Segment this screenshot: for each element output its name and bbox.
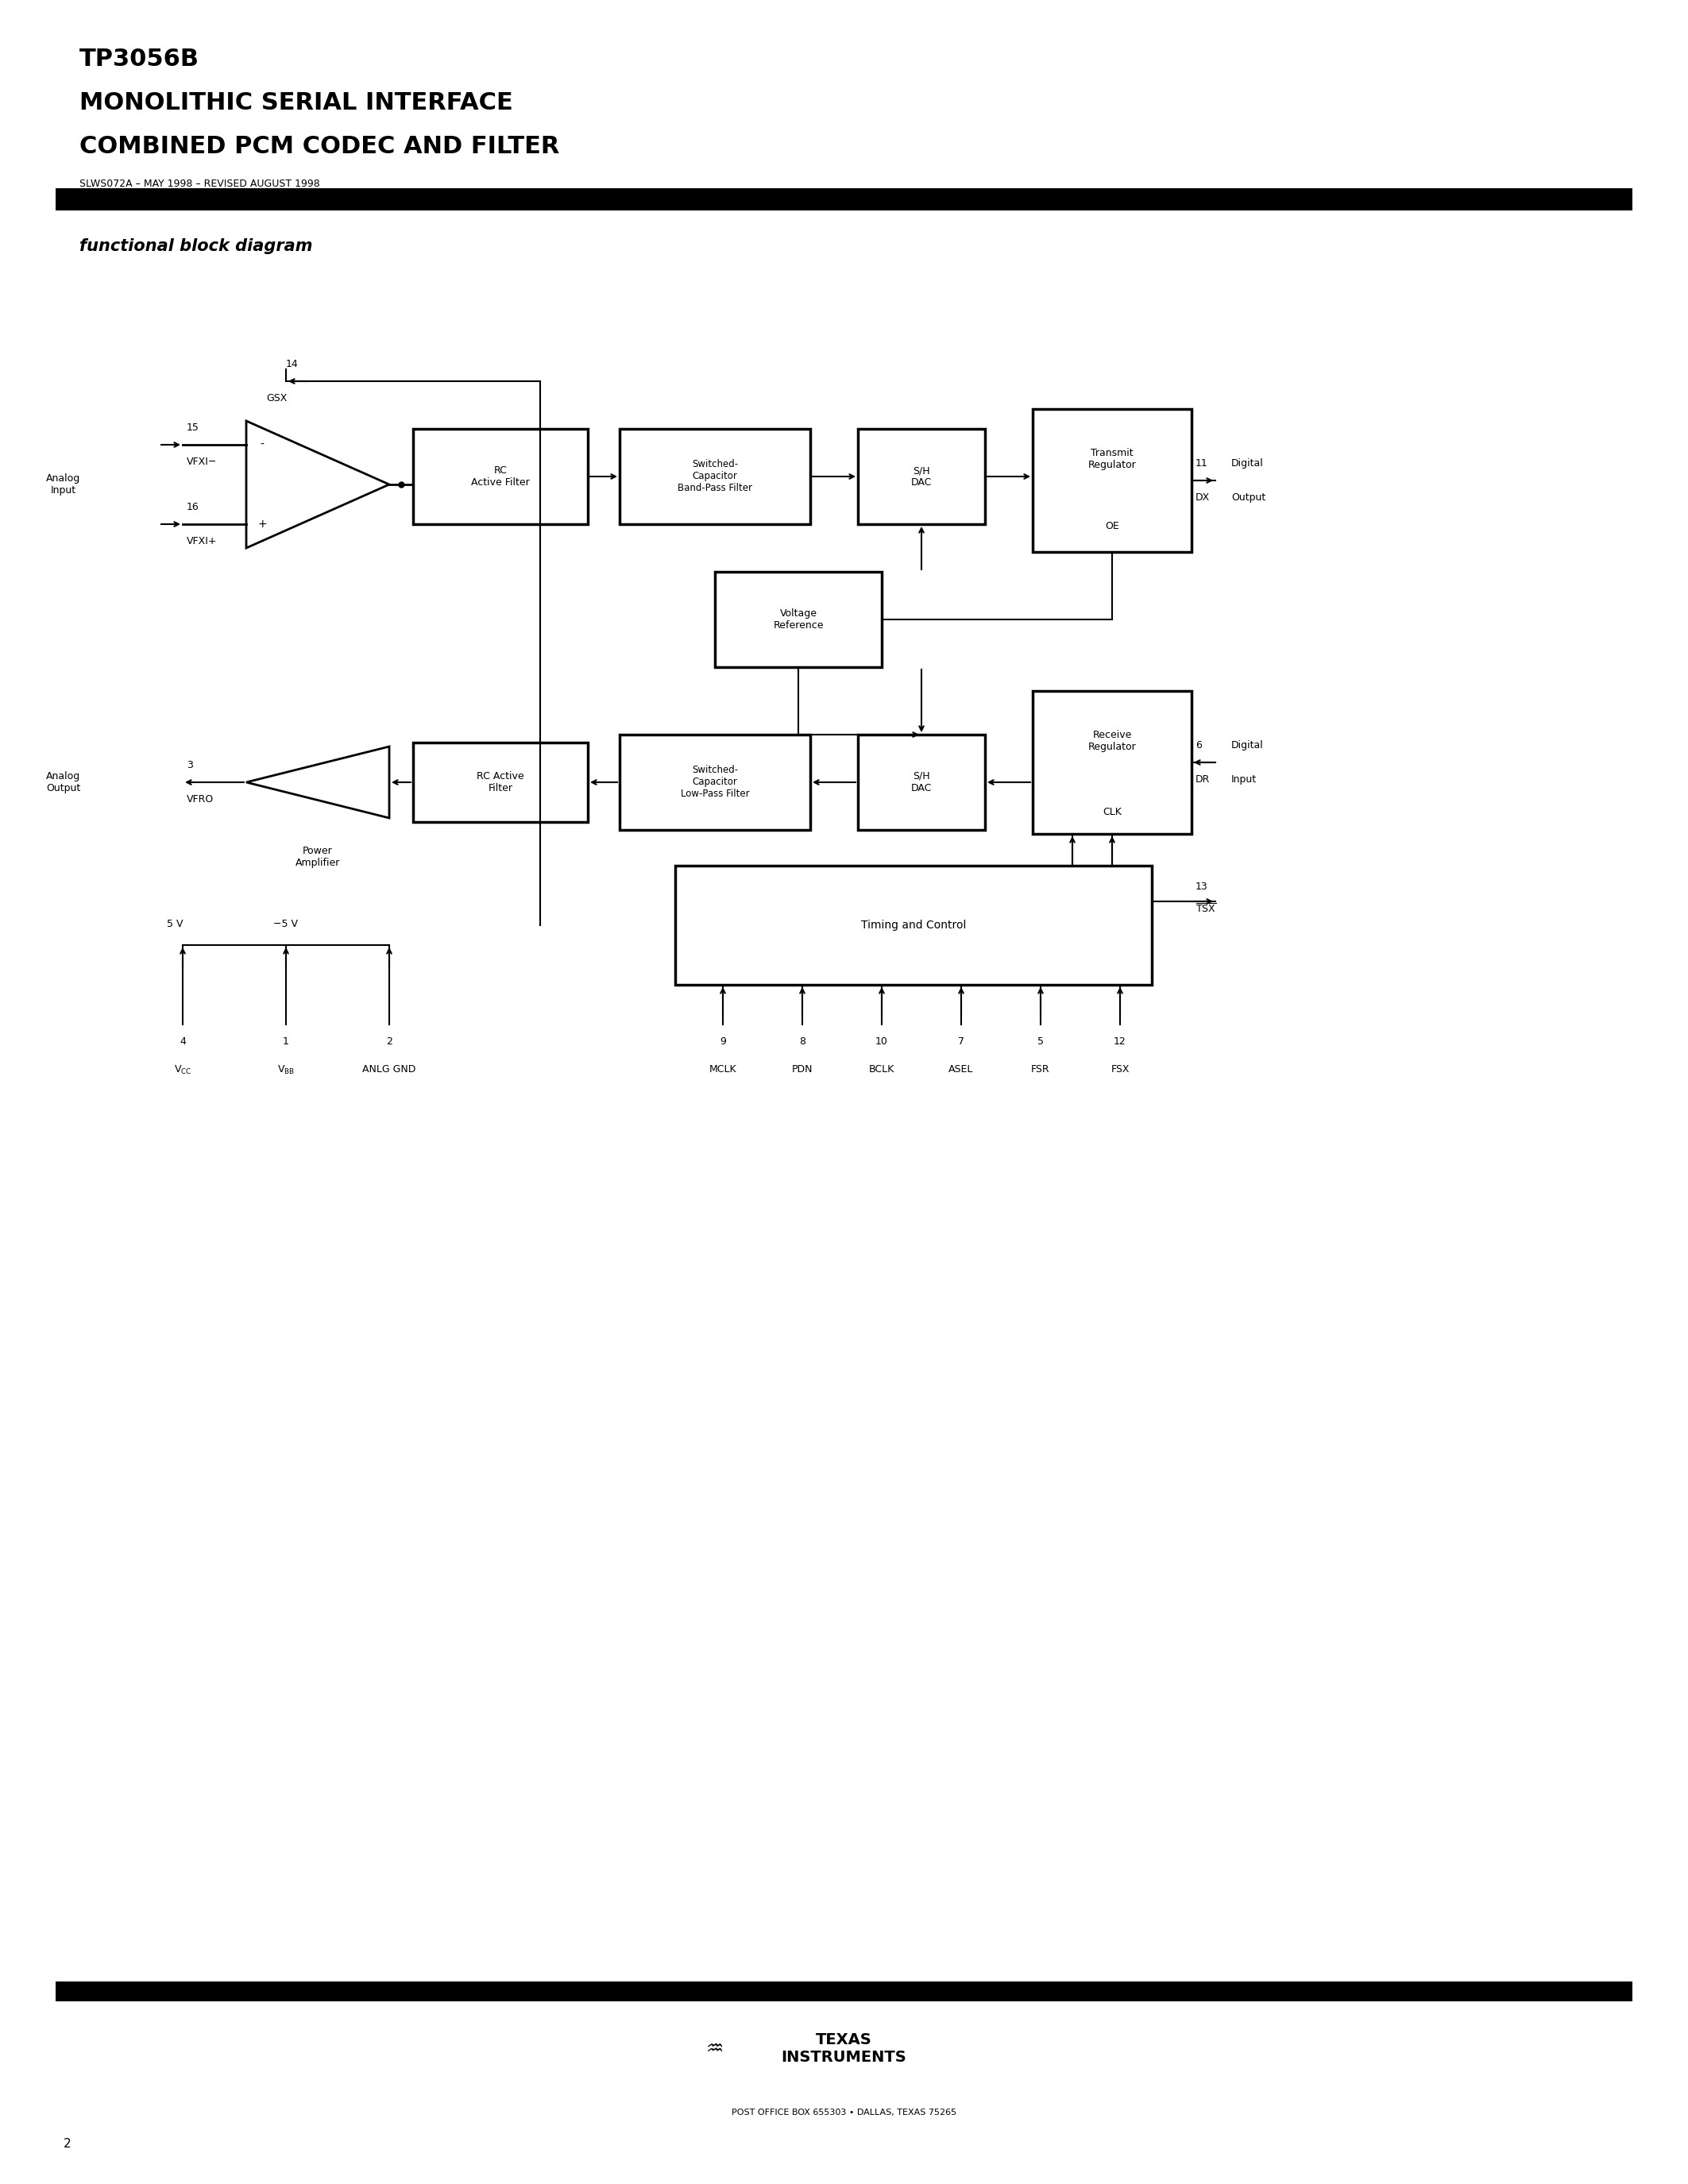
- Text: $\overline{\rm TSX}$: $\overline{\rm TSX}$: [1195, 902, 1217, 915]
- Bar: [1033, 408, 1192, 553]
- Bar: [858, 428, 986, 524]
- Text: S/H
DAC: S/H DAC: [912, 771, 932, 793]
- Text: BCLK: BCLK: [869, 1064, 895, 1075]
- Text: 11: 11: [1195, 459, 1209, 470]
- Text: 14: 14: [285, 358, 299, 369]
- Text: 1: 1: [284, 1037, 289, 1046]
- Text: POST OFFICE BOX 655303 • DALLAS, TEXAS 75265: POST OFFICE BOX 655303 • DALLAS, TEXAS 7…: [731, 2108, 957, 2116]
- Text: DX: DX: [1195, 491, 1210, 502]
- Text: V$_{\rm CC}$: V$_{\rm CC}$: [174, 1064, 192, 1077]
- Text: +: +: [258, 518, 267, 531]
- Text: GSX: GSX: [267, 393, 287, 404]
- Text: 2: 2: [64, 2138, 71, 2151]
- Bar: [619, 734, 810, 830]
- Text: VFXI−: VFXI−: [187, 456, 218, 467]
- Text: 8: 8: [798, 1037, 805, 1046]
- Text: functional block diagram: functional block diagram: [79, 238, 312, 253]
- Text: ASEL: ASEL: [949, 1064, 974, 1075]
- Text: −5 V: −5 V: [273, 919, 299, 928]
- Text: 4: 4: [179, 1037, 186, 1046]
- Text: FSR: FSR: [1031, 1064, 1050, 1075]
- Text: RC Active
Filter: RC Active Filter: [476, 771, 525, 793]
- Bar: [56, 188, 1632, 210]
- Text: Transmit
Regulator: Transmit Regulator: [1089, 448, 1136, 470]
- Polygon shape: [246, 422, 390, 548]
- Text: 12: 12: [1114, 1037, 1126, 1046]
- Text: V$_{\rm BB}$: V$_{\rm BB}$: [277, 1064, 295, 1077]
- Bar: [675, 865, 1151, 985]
- Text: DR: DR: [1195, 775, 1210, 784]
- Text: 9: 9: [719, 1037, 726, 1046]
- Text: TP3056B: TP3056B: [79, 48, 199, 70]
- Text: Timing and Control: Timing and Control: [861, 919, 966, 930]
- Text: Digital: Digital: [1231, 459, 1264, 470]
- Text: OE: OE: [1106, 522, 1119, 531]
- Text: Analog
Output: Analog Output: [46, 771, 81, 793]
- Bar: [56, 1981, 1632, 2001]
- Text: Digital: Digital: [1231, 740, 1264, 751]
- Text: Analog
Input: Analog Input: [46, 474, 81, 496]
- Text: 2: 2: [387, 1037, 392, 1046]
- Bar: [619, 428, 810, 524]
- Text: 5: 5: [1038, 1037, 1043, 1046]
- Text: VFRO: VFRO: [187, 795, 214, 804]
- Text: Input: Input: [1231, 775, 1258, 784]
- Text: Switched-
Capacitor
Band-Pass Filter: Switched- Capacitor Band-Pass Filter: [677, 459, 753, 494]
- Text: TEXAS
INSTRUMENTS: TEXAS INSTRUMENTS: [782, 2033, 906, 2066]
- Text: S/H
DAC: S/H DAC: [912, 465, 932, 487]
- Text: COMBINED PCM CODEC AND FILTER: COMBINED PCM CODEC AND FILTER: [79, 135, 559, 157]
- Bar: [414, 428, 587, 524]
- Text: Output: Output: [1231, 491, 1266, 502]
- Text: Power
Amplifier: Power Amplifier: [295, 845, 341, 867]
- Text: 7: 7: [959, 1037, 964, 1046]
- Text: Switched-
Capacitor
Low-Pass Filter: Switched- Capacitor Low-Pass Filter: [680, 764, 749, 799]
- Text: 10: 10: [876, 1037, 888, 1046]
- Bar: [414, 743, 587, 821]
- Text: MCLK: MCLK: [709, 1064, 736, 1075]
- Text: FSX: FSX: [1111, 1064, 1129, 1075]
- Text: MONOLITHIC SERIAL INTERFACE: MONOLITHIC SERIAL INTERFACE: [79, 92, 513, 114]
- Polygon shape: [246, 747, 390, 819]
- Bar: [716, 572, 881, 666]
- Text: VFXI+: VFXI+: [187, 535, 218, 546]
- Text: -: -: [260, 439, 263, 450]
- Text: ♒: ♒: [706, 2040, 724, 2060]
- Text: CLK: CLK: [1102, 808, 1121, 817]
- Text: Receive
Regulator: Receive Regulator: [1089, 729, 1136, 751]
- Text: 13: 13: [1195, 882, 1209, 891]
- Text: 5 V: 5 V: [167, 919, 182, 928]
- Text: RC
Active Filter: RC Active Filter: [471, 465, 530, 487]
- Text: SLWS072A – MAY 1998 – REVISED AUGUST 1998: SLWS072A – MAY 1998 – REVISED AUGUST 199…: [79, 179, 321, 190]
- Text: 3: 3: [187, 760, 192, 771]
- Bar: [1033, 690, 1192, 834]
- Text: ANLG GND: ANLG GND: [363, 1064, 415, 1075]
- Text: Voltage
Reference: Voltage Reference: [773, 609, 824, 631]
- Text: 6: 6: [1195, 740, 1202, 751]
- Bar: [858, 734, 986, 830]
- Text: 15: 15: [187, 422, 199, 432]
- Text: 16: 16: [187, 502, 199, 513]
- Text: PDN: PDN: [792, 1064, 814, 1075]
